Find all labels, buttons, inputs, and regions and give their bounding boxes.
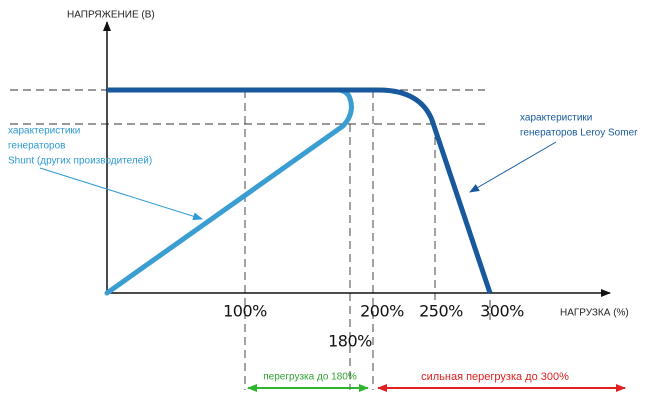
note-text: Shunt (других производителей) [8,156,152,167]
range-label: перегрузка до 180% [263,372,357,383]
note-text: характеристики [520,113,592,124]
tick-label: 200% [360,302,404,321]
note-text: генераторов Leroy Somer [520,128,638,139]
leroy-curve [107,87,493,294]
leader-line [39,167,203,221]
shunt-curve [104,87,354,296]
tick-label: 180% [328,332,372,351]
note-text: характеристики [8,126,80,137]
y-axis-title: НАПРЯЖЕНИЕ (В) [67,10,155,21]
tick-label: 300% [480,302,524,321]
tick-label: 100% [223,302,267,321]
leader-line [469,141,557,193]
x-axis-title: НАГРУЗКА (%) [560,308,629,319]
guides [10,89,491,390]
range-label: сильная перегрузка до 300% [421,371,569,383]
note-text: генераторов [8,141,65,152]
tick-label: 250% [419,302,463,321]
